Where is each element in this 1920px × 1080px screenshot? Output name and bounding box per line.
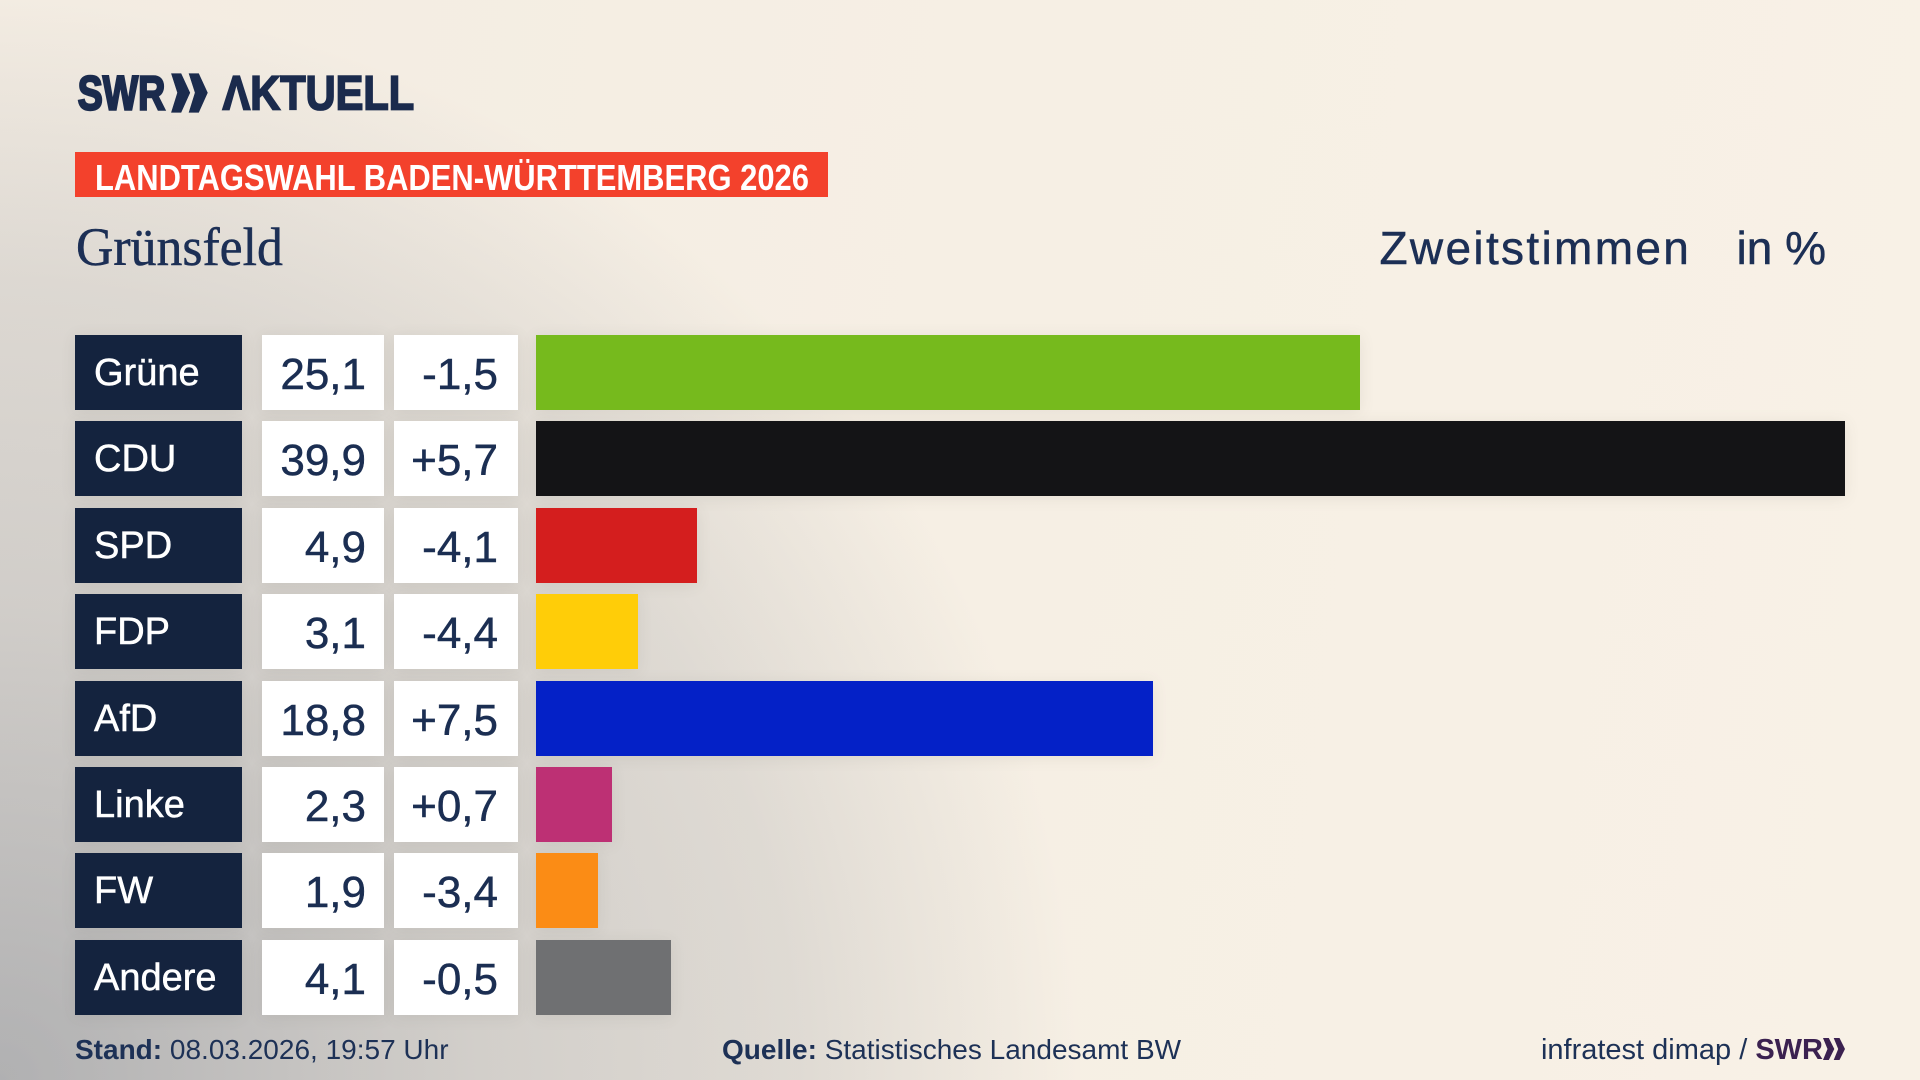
svg-text:SWR: SWR xyxy=(78,70,166,120)
svg-text:ΛKTUELL: ΛKTUELL xyxy=(223,70,415,120)
